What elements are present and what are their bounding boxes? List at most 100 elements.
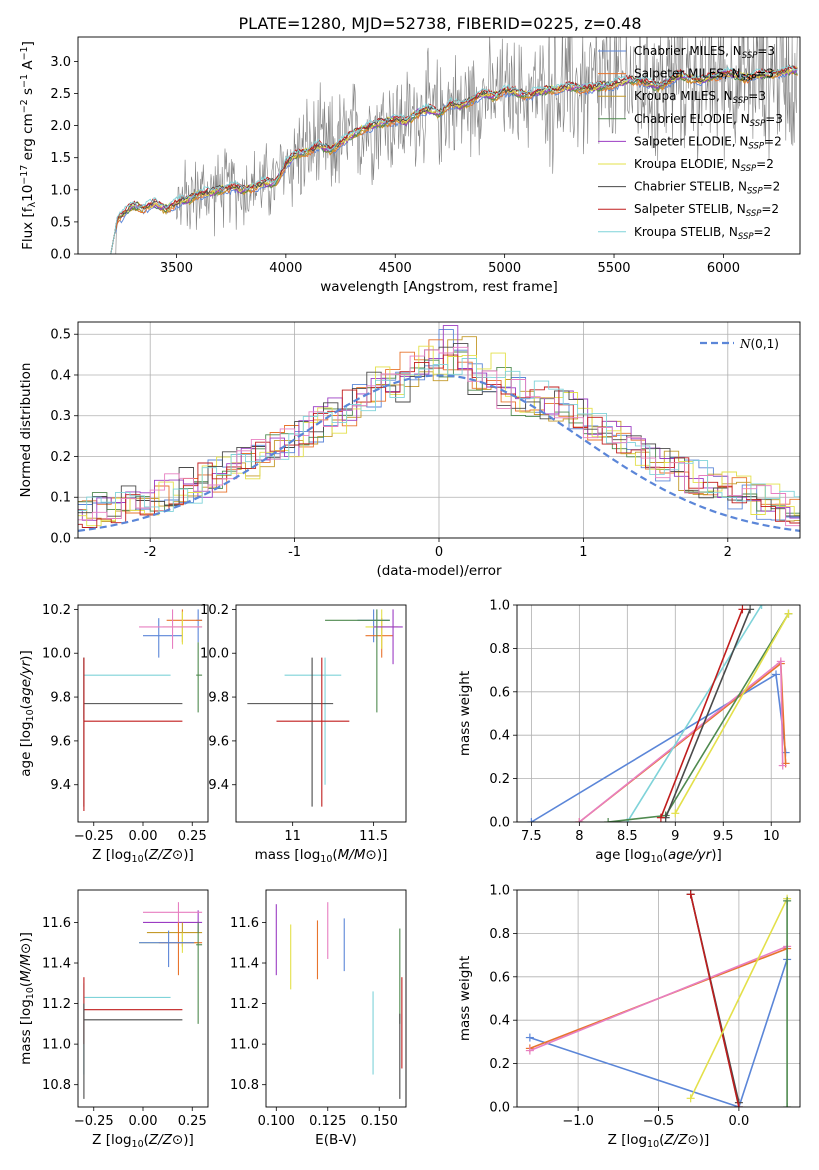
x-tick-label: −0.25 [74, 829, 114, 844]
plot-area-age_vs_mass [247, 609, 403, 807]
axes-frame [265, 889, 407, 1108]
mass-weight-line-chabrier_stelib [664, 608, 751, 819]
x-tick-label: 3500 [160, 261, 193, 276]
mass-weight-line-pink [529, 945, 788, 1052]
legend-entry-salpeter_elodie: Salpeter ELODIE, NSSP=2 [634, 134, 782, 151]
x-axis-label: (data-model)/error [376, 563, 502, 579]
panel-spectrum: 3500 4000 4500 5000 5500 6000 0.0 0.5 1.0 1.5 2.0 2… [19, 36, 801, 295]
legend-entry-chabrier_elodie: Chabrier ELODIE, NSSP=3 [634, 112, 783, 129]
histogram-kroupa_stelib [78, 358, 800, 538]
normal-legend-label: N(0,1) [739, 337, 779, 351]
legend-entry-kroupa_stelib: Kroupa STELIB, NSSP=2 [634, 225, 771, 242]
axes-frame [77, 36, 801, 255]
axes-frame [516, 604, 801, 823]
panel-age_vs_Z: −0.25 0.00 0.25 9.4 9.6 9.8 10.0 10.2 Z [log10(Z… [18, 603, 209, 865]
axes-frame [235, 604, 407, 823]
y-tick-label: 3.0 [50, 55, 71, 70]
axes-frame [516, 889, 801, 1108]
figure-title: PLATE=1280, MJD=52738, FIBERID=0225, z=0… [238, 14, 641, 33]
mass-weight-line-chabrier_miles [529, 959, 788, 1107]
y-axis-label: age [log10(age/yr)] [18, 650, 36, 776]
x-tick-label: 0.25 [178, 1114, 207, 1129]
y-tick-label: 1.0 [50, 183, 71, 198]
mass-weight-line-chabrier_miles [530, 673, 787, 822]
observed-spectrum [113, 37, 798, 254]
x-axis-label: Z [log10(Z/Z⊙)] [92, 1132, 194, 1150]
x-axis-label: wavelength [Angstrom, rest frame] [320, 279, 558, 295]
x-tick-label: 0.00 [129, 1114, 158, 1129]
x-axis-label: E(B-V) [315, 1132, 357, 1148]
y-tick-label: 10.8 [230, 1078, 259, 1093]
y-tick-label: 9.4 [50, 778, 71, 793]
y-tick-label: 9.6 [208, 734, 229, 749]
x-tick-label: −0.5 [643, 1114, 675, 1129]
legend-entry-chabrier_miles: Chabrier MILES, NSSP=3 [634, 44, 775, 61]
y-tick-label: 1.0 [489, 599, 510, 614]
y-tick-label: 0.0 [50, 532, 71, 547]
y-tick-label: 0.2 [489, 772, 510, 787]
y-tick-label: 9.8 [50, 691, 71, 706]
x-tick-label: 0.25 [178, 829, 207, 844]
x-tick-label: 0.150 [361, 1114, 398, 1129]
legend-entry-kroupa_miles: Kroupa MILES, NSSP=3 [634, 89, 766, 106]
y-tick-label: 2.5 [50, 87, 71, 102]
legend-entry-kroupa_elodie: Kroupa ELODIE, NSSP=2 [634, 157, 774, 174]
x-tick-label: 9.5 [713, 829, 734, 844]
x-tick-label: -1 [288, 545, 301, 560]
y-tick-label: 1.5 [50, 151, 71, 166]
y-tick-label: 0.4 [489, 729, 510, 744]
x-axis-label: Z [log10(Z/Z⊙)] [608, 1132, 710, 1150]
x-tick-label: 0.0 [729, 1114, 750, 1129]
y-tick-label: 9.4 [208, 778, 229, 793]
y-tick-label: 0.6 [489, 970, 510, 985]
plot-area-massweight_vs_age [517, 605, 800, 822]
x-axis-label: age [log10(age/yr)] [595, 847, 721, 865]
y-tick-label: 9.8 [208, 691, 229, 706]
y-tick-label: 10.2 [200, 603, 229, 618]
axes-frame [77, 321, 801, 539]
y-tick-label: 0.5 [50, 328, 71, 343]
panel-age_vs_mass: 11 11.5 9.4 9.6 9.8 10.0 10.2 mass [log10(M/M⊙)… [200, 603, 407, 865]
x-tick-label: −0.25 [74, 1114, 114, 1129]
mass-weight-line-kroupa_stelib [626, 605, 763, 822]
panel-massweight_vs_Z: −1.0 −0.5 0.0 0.0 0.2 0.4 0.6 0.8 1.0 Z [log10(Z/… [457, 884, 801, 1150]
x-tick-label: 6000 [707, 261, 740, 276]
x-tick-label: 1 [579, 545, 587, 560]
y-tick-label: 0.0 [489, 1101, 510, 1116]
x-tick-label: 2 [724, 545, 732, 560]
y-tick-label: 0.3 [50, 409, 71, 424]
x-tick-label: −1.0 [562, 1114, 594, 1129]
x-tick-label: 9 [671, 829, 679, 844]
mass-weight-line-kroupa_elodie [689, 898, 788, 1099]
x-tick-label: 4000 [269, 261, 302, 276]
histogram-pink [78, 346, 800, 538]
y-axis-label: mass [log10(M/M⊙)] [18, 932, 36, 1065]
y-tick-label: 0.4 [489, 1014, 510, 1029]
spectrum-legend: Chabrier MILES, NSSP=3 Salpeter MILES, NS… [598, 44, 783, 242]
y-axis-label: mass weight [457, 956, 473, 1041]
y-tick-label: 0.4 [50, 368, 71, 383]
y-axis-label: Flux [fλ10−17 erg cm−2 s−1 A−1] [19, 41, 38, 250]
x-tick-label: 0.100 [258, 1114, 295, 1129]
y-tick-label: 1.0 [489, 884, 510, 899]
y-axis-label: mass weight [457, 671, 473, 756]
histogram-chabrier_stelib [78, 343, 800, 538]
panel-residuals: -2 -1 0 1 2 0.0 0.1 0.2 0.3 0.4 0.5 (data-model)/er… [18, 321, 801, 579]
y-tick-label: 11.4 [42, 957, 71, 972]
y-tick-label: 10.8 [42, 1078, 71, 1093]
x-tick-label: 5000 [488, 261, 521, 276]
y-tick-label: 0.5 [50, 215, 71, 230]
x-tick-label: 4500 [379, 261, 412, 276]
y-tick-label: 11.6 [42, 916, 71, 931]
x-tick-label: 10 [763, 829, 780, 844]
y-tick-label: 10.0 [200, 647, 229, 662]
plot-area-age_vs_Z [83, 609, 203, 812]
y-tick-label: 0.6 [489, 685, 510, 700]
y-tick-label: 10.0 [42, 647, 71, 662]
legend-entry-salpeter_miles: Salpeter MILES, NSSP=3 [634, 67, 774, 84]
y-tick-label: 9.6 [50, 734, 71, 749]
y-tick-label: 0.1 [50, 491, 71, 506]
x-tick-label: 11.5 [359, 829, 388, 844]
y-tick-label: 11.4 [230, 957, 259, 972]
